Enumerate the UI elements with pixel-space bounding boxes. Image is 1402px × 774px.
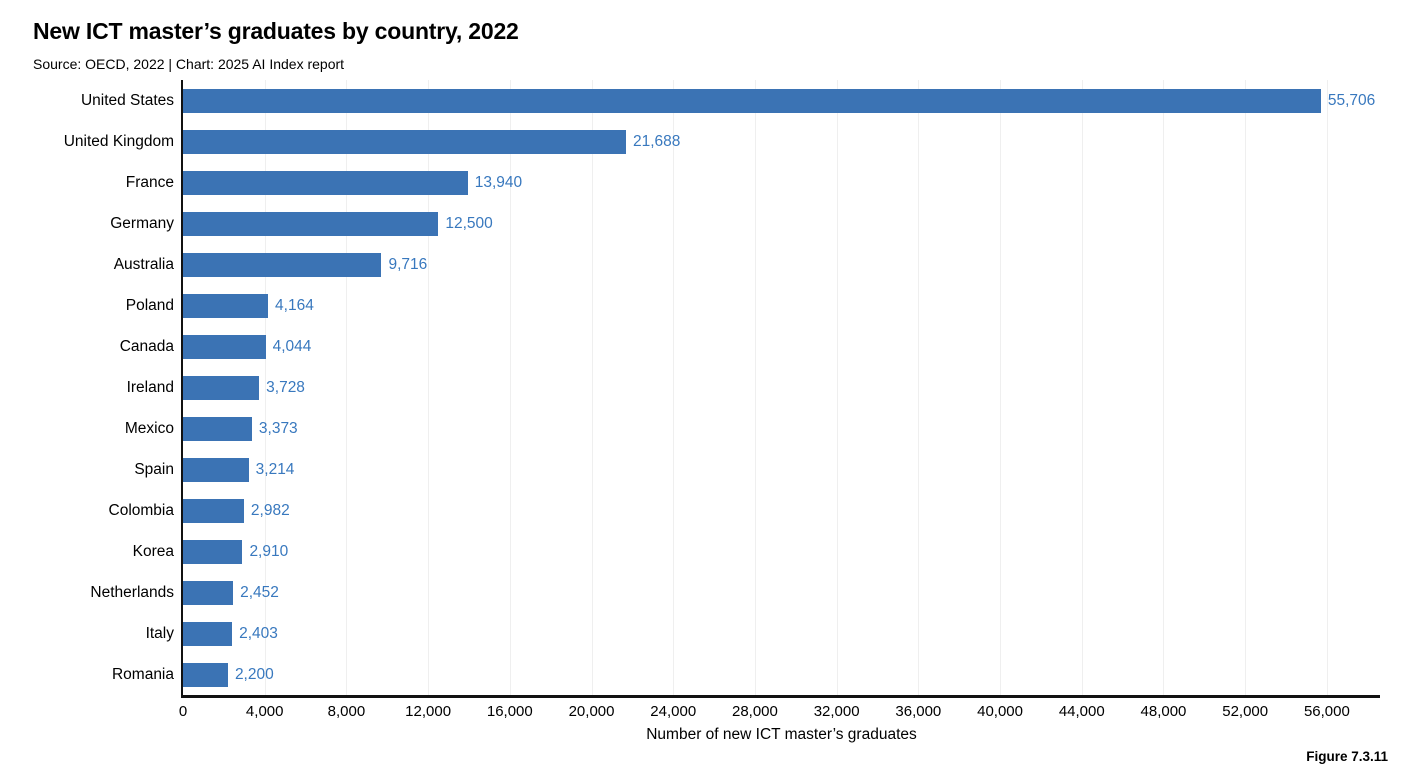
x-axis-ticks: 0 4,000 8,000 12,000 16,000 20,000 24,000 28,00… <box>179 703 1380 723</box>
x-tick-label: 16,000 <box>486 703 533 720</box>
bar <box>183 211 439 236</box>
bar-row: Ireland 3,728 <box>127 367 1380 408</box>
value-label: 2,910 <box>249 543 289 560</box>
bar <box>183 88 1321 113</box>
bar <box>183 334 266 359</box>
bar <box>183 129 626 154</box>
value-label: 21,688 <box>633 133 681 150</box>
category-label: Australia <box>113 256 174 273</box>
category-label: Italy <box>145 625 174 642</box>
x-tick-label: 28,000 <box>731 703 778 720</box>
category-label: United States <box>80 92 174 109</box>
value-label: 55,706 <box>1327 92 1376 109</box>
category-label: Korea <box>132 543 174 560</box>
bar <box>183 293 269 318</box>
value-label: 4,164 <box>275 297 314 314</box>
gridline <box>1000 80 1002 695</box>
value-label: 2,200 <box>234 666 274 683</box>
bar-row: United Kingdom 21,688 <box>64 121 1380 162</box>
x-tick-label: 20,000 <box>568 703 615 720</box>
bar <box>183 457 249 482</box>
x-tick-label: 56,000 <box>1303 703 1350 720</box>
bar-row: Korea 2,910 <box>133 531 1380 572</box>
bar <box>183 416 252 441</box>
y-axis-line <box>181 80 183 698</box>
gridline <box>1163 80 1165 695</box>
figure-number-label: Figure 7.3.11 <box>1306 749 1388 764</box>
gridline <box>1326 80 1328 695</box>
gridline <box>836 80 838 695</box>
category-label: Romania <box>111 666 174 683</box>
x-tick-label: 36,000 <box>895 703 942 720</box>
plot-area: United States 55,706 United Kingdom 21,688 F… <box>64 80 1380 698</box>
x-tick-label: 40,000 <box>977 703 1024 720</box>
x-tick-label: 12,000 <box>405 703 452 720</box>
gridline <box>346 80 348 695</box>
x-tick-label: 8,000 <box>327 703 366 720</box>
gridline <box>509 80 511 695</box>
x-tick-label: 52,000 <box>1222 703 1269 720</box>
bar <box>183 580 234 605</box>
value-label: 3,373 <box>258 420 298 437</box>
bar-row: Colombia 2,982 <box>109 490 1380 531</box>
bar <box>183 498 244 523</box>
gridline <box>1081 80 1083 695</box>
chart-title: New ICT master’s graduates by country, 2… <box>33 18 519 44</box>
bar-row: Romania 2,200 <box>112 654 1380 695</box>
category-label: Spain <box>134 461 174 478</box>
x-tick-label: 0 <box>178 703 188 720</box>
value-label: 3,214 <box>255 461 295 478</box>
value-label: 2,982 <box>250 502 290 519</box>
category-label: Colombia <box>108 502 174 519</box>
bar-row: Poland 4,164 <box>126 285 1380 326</box>
bar-row: Italy 2,403 <box>146 613 1380 654</box>
gridline <box>918 80 920 695</box>
bar-row: United States 55,706 <box>81 80 1380 121</box>
value-label: 3,728 <box>266 379 305 396</box>
x-tick-label: 44,000 <box>1058 703 1105 720</box>
bar-row: Netherlands 2,452 <box>90 572 1380 613</box>
value-label: 2,452 <box>240 584 279 601</box>
x-tick-label: 32,000 <box>813 703 860 720</box>
bar <box>183 662 228 687</box>
value-label: 2,403 <box>239 625 278 642</box>
gridline <box>264 80 266 695</box>
bar-row: Australia 9,716 <box>114 244 1380 285</box>
gridline <box>673 80 675 695</box>
x-axis-title: Number of new ICT master’s graduates <box>646 726 917 743</box>
bar <box>183 539 243 564</box>
x-tick-label: 4,000 <box>245 703 284 720</box>
bar <box>183 170 468 195</box>
bar-row: Germany 12,500 <box>110 203 1380 244</box>
category-label: Germany <box>110 215 174 232</box>
category-label: France <box>125 174 174 191</box>
x-axis-line <box>181 695 1380 698</box>
gridline <box>754 80 756 695</box>
bar-row: Spain 3,214 <box>134 449 1380 490</box>
chart-source-note: Source: OECD, 2022 | Chart: 2025 AI Inde… <box>33 56 345 72</box>
category-label: Mexico <box>124 420 174 437</box>
bar <box>183 252 382 277</box>
bar <box>183 375 260 400</box>
x-tick-label: 48,000 <box>1140 703 1187 720</box>
value-label: 13,940 <box>474 174 523 191</box>
value-label: 4,044 <box>272 338 312 355</box>
value-label: 12,500 <box>445 215 493 232</box>
x-tick-label: 24,000 <box>650 703 697 720</box>
gridline <box>428 80 430 695</box>
gridline <box>591 80 593 695</box>
bar-row: Canada 4,044 <box>120 326 1380 367</box>
gridline <box>1245 80 1247 695</box>
bar-row: France 13,940 <box>126 162 1380 203</box>
bar <box>183 621 233 646</box>
value-label: 9,716 <box>388 256 428 273</box>
bar-row: Mexico 3,373 <box>125 408 1380 449</box>
category-label: Poland <box>125 297 174 314</box>
category-label: Canada <box>119 338 174 355</box>
category-label: United Kingdom <box>63 133 174 150</box>
category-label: Netherlands <box>90 584 174 601</box>
category-label: Ireland <box>126 379 174 396</box>
